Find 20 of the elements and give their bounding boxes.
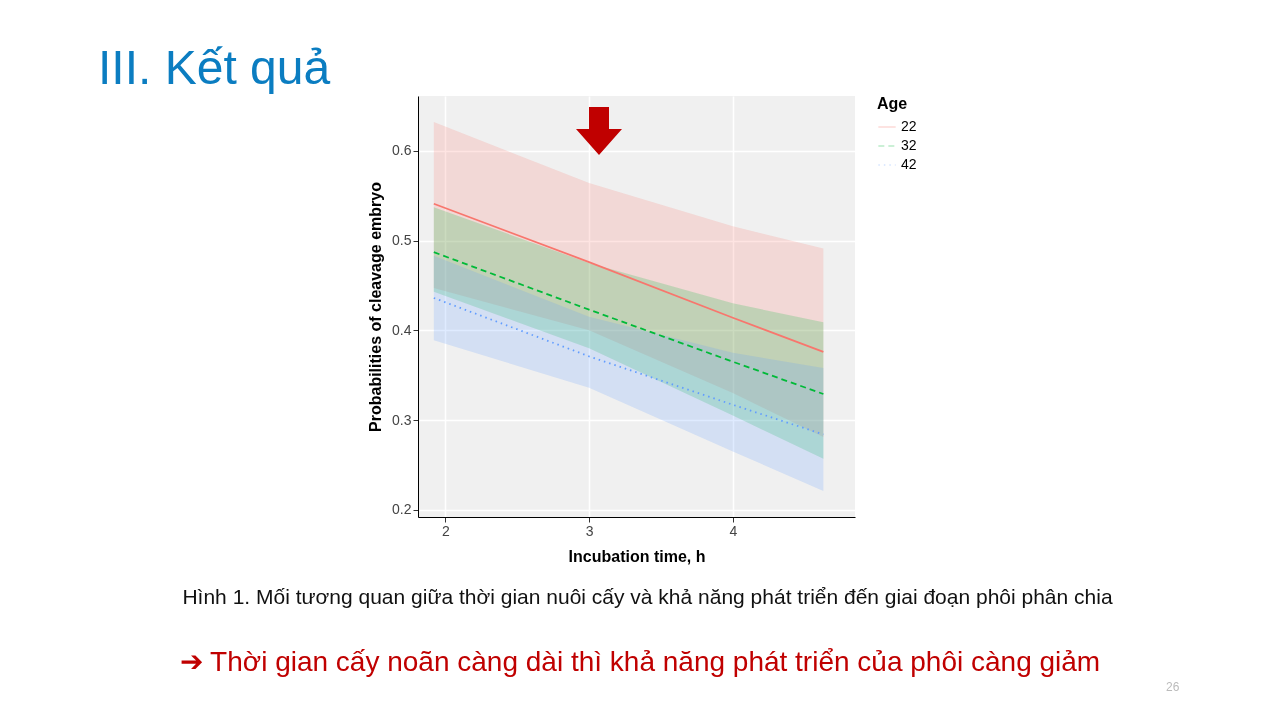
y-axis-title: Probabilities of cleavage embryo [367, 181, 385, 432]
x-tick-label: 4 [729, 522, 738, 539]
text: Hình 1. Mối tương quan giữa thời gian nuôi cấy và khả năng phát triển đến giai đoạn phôi phân chia [181, 585, 1114, 609]
text: 26 [1166, 680, 1180, 694]
y-tick-label: 0.2 [392, 501, 412, 518]
line-series [432, 251, 825, 395]
legend-label: 22 [901, 118, 917, 134]
legend-label: 32 [901, 137, 917, 153]
y-tick-label: 0.3 [392, 411, 412, 428]
text: ➔ Thời gian cấy noãn càng dài thì khả năng phát triển của phôi càng giảm [178, 645, 1102, 678]
x-axis-title: Incubation time, h [568, 547, 706, 565]
x-tick-label: 2 [441, 522, 450, 539]
x-tick-label: 3 [585, 522, 594, 539]
chart-title: III. Kết quả [98, 40, 331, 95]
y-tick-label: 0.5 [392, 232, 412, 249]
legend-title: Age [877, 95, 908, 112]
y-tick-label: 0.4 [392, 321, 412, 338]
legend-label: 42 [901, 156, 917, 172]
line-series [432, 202, 825, 353]
y-tick-label: 0.6 [392, 142, 412, 159]
